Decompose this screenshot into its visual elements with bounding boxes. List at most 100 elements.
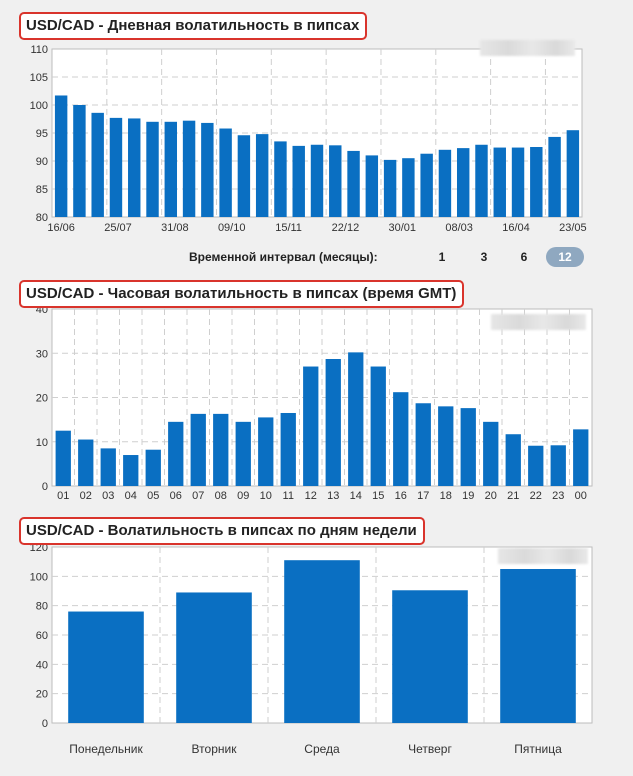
x-tick-label: 12 (305, 490, 317, 502)
x-tick-label: 00 (575, 490, 587, 502)
bar (329, 145, 342, 217)
x-tick-label: 15 (372, 490, 384, 502)
bar (109, 117, 123, 217)
y-tick-label: 80 (36, 601, 48, 613)
bar (284, 560, 360, 723)
weekday-volatility-svg: 0 20 40 60 80 100 120 Понедельник Вторник Среда Че… (30, 542, 593, 756)
x-tick-label: 22 (530, 490, 542, 502)
bar (258, 417, 274, 486)
interval-option-3[interactable]: 3 (480, 250, 488, 264)
y-tick-label: 100 (30, 571, 48, 583)
bar (91, 112, 104, 217)
bar (530, 147, 543, 217)
bar (255, 134, 269, 217)
bar (100, 448, 116, 486)
bar (475, 144, 488, 217)
bar (168, 421, 184, 486)
x-tick-label: 02 (80, 490, 92, 502)
x-tick-label: 16/06 (47, 222, 75, 234)
bar (280, 412, 296, 486)
daily-chart: 80 85 90 95 100 105 110 16/06 25/07 31/08 09/10 15/… (0, 0, 633, 245)
bar (68, 611, 144, 723)
bar (128, 118, 141, 217)
bar (347, 150, 360, 217)
bar (456, 148, 470, 217)
x-tick-label: 04 (125, 490, 137, 502)
y-tick-label: 110 (30, 44, 48, 56)
bar (303, 366, 319, 486)
bar (78, 439, 94, 486)
bar (325, 359, 341, 486)
bar (511, 147, 525, 217)
x-tick-label: 14 (350, 490, 362, 502)
x-tick-label: 22/12 (332, 222, 360, 234)
bar (55, 430, 71, 486)
bar (176, 592, 252, 723)
y-tick-label: 20 (36, 393, 48, 405)
x-tick-label: 01 (57, 490, 69, 502)
x-tick-label: 08/03 (445, 222, 473, 234)
bar (190, 413, 206, 486)
y-tick-label: 105 (30, 72, 48, 84)
x-tick-label: 18 (440, 490, 452, 502)
y-tick-label: 60 (36, 630, 48, 642)
y-tick-label: 120 (30, 542, 48, 554)
x-tick-label: 05 (147, 490, 159, 502)
bar (370, 366, 386, 486)
x-tick-label: 19 (462, 490, 474, 502)
y-tick-label: 80 (36, 212, 48, 224)
x-tick-label: 30/01 (389, 222, 417, 234)
bar (393, 392, 409, 486)
bar (483, 421, 499, 486)
x-tick-label: 06 (170, 490, 182, 502)
bar (123, 455, 139, 486)
bar (292, 145, 305, 217)
bar (73, 105, 86, 217)
bar (54, 95, 68, 217)
interval-option-12[interactable]: 12 (546, 247, 584, 267)
x-tick-label: Четверг (408, 742, 452, 756)
hourly-watermark (491, 314, 586, 330)
bar (182, 120, 196, 217)
y-tick-label: 0 (42, 481, 48, 493)
interval-option-1[interactable]: 1 (438, 250, 446, 264)
bar (415, 403, 431, 486)
y-tick-label: 95 (36, 128, 48, 140)
bar (528, 445, 544, 486)
x-tick-label: 17 (417, 490, 429, 502)
bar (310, 144, 324, 217)
bar (365, 155, 379, 217)
bar (219, 128, 232, 217)
hourly-chart-title: USD/CAD - Часовая волатильность в пипсах… (19, 280, 465, 308)
x-tick-label: 16/04 (502, 222, 530, 234)
x-tick-label: 07 (192, 490, 204, 502)
bar (348, 352, 364, 486)
x-tick-label: Пятница (514, 742, 562, 756)
bar (402, 158, 415, 217)
bar (500, 569, 576, 723)
daily-volatility-svg: 80 85 90 95 100 105 110 16/06 25/07 31/08 09/10 15/… (30, 44, 587, 234)
bar (505, 434, 521, 486)
bar (201, 122, 214, 217)
weekday-chart: 0 20 40 60 80 100 120 Понедельник Вторник Среда Че… (0, 505, 633, 776)
bar (237, 135, 251, 217)
bar (548, 136, 561, 217)
x-tick-label: 23 (552, 490, 564, 502)
interval-selector: Временной интервал (месяцы): 1 3 6 12 (0, 246, 633, 268)
x-tick-label: 13 (327, 490, 339, 502)
y-tick-label: 0 (42, 718, 48, 730)
hourly-chart: 0 10 20 30 40 01 02 03 04 05 06 07 08 09 10 11 12 13 14 15 1… (0, 270, 633, 505)
x-tick-label: 25/07 (104, 222, 132, 234)
y-tick-label: 10 (36, 437, 48, 449)
interval-option-6[interactable]: 6 (520, 250, 528, 264)
interval-label: Временной интервал (месяцы): (189, 250, 378, 264)
bar (438, 149, 452, 217)
x-tick-label: 09/10 (218, 222, 246, 234)
x-tick-label: 11 (283, 490, 294, 502)
bar (460, 408, 476, 486)
x-tick-label: Вторник (192, 742, 238, 756)
weekday-watermark (498, 548, 588, 564)
y-tick-label: 40 (36, 659, 48, 671)
y-tick-label: 20 (36, 689, 48, 701)
